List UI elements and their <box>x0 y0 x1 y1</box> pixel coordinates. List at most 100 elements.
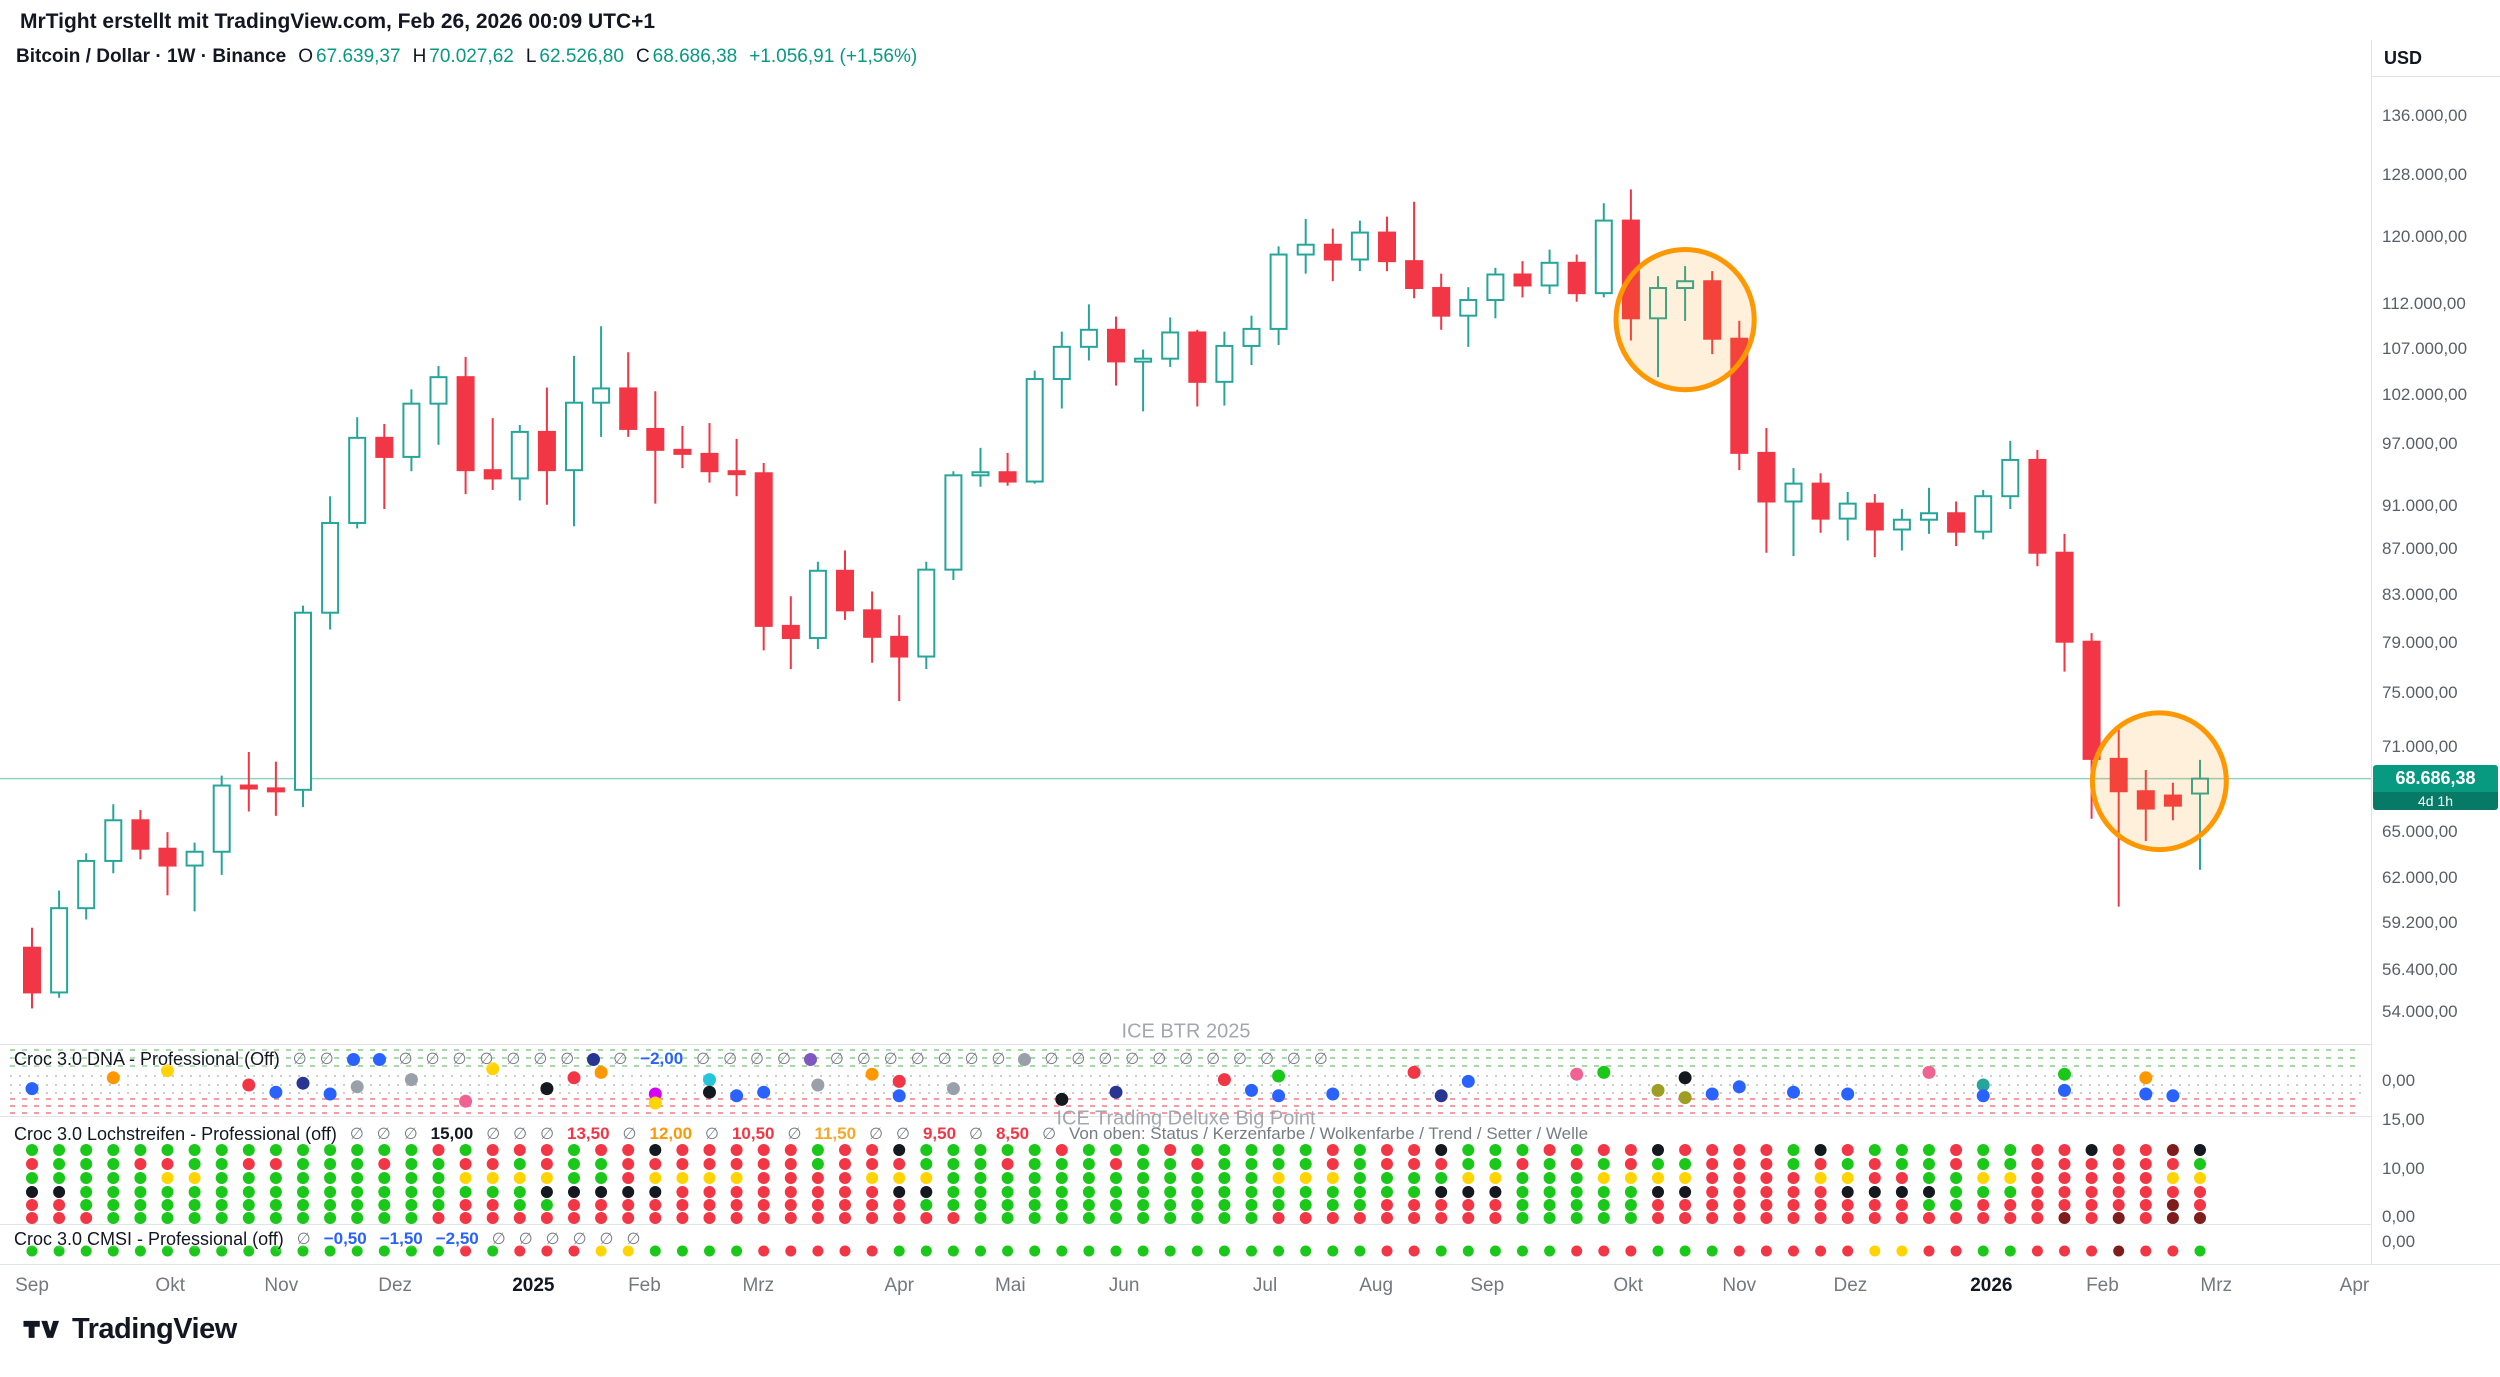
time-axis-label: Nov <box>264 1275 299 1296</box>
candle <box>1974 495 1993 533</box>
candle <box>1486 273 1505 302</box>
indicator-value: 12,00 <box>649 1124 693 1143</box>
candle <box>1567 261 1586 295</box>
empty-value-marker: ∅ <box>403 1126 418 1143</box>
signal-dot <box>372 1052 386 1066</box>
candle <box>1947 512 1966 533</box>
empty-value-marker: ∅ <box>486 1126 501 1143</box>
candle <box>537 430 556 472</box>
empty-value-marker: ∅ <box>937 1051 952 1068</box>
empty-value-marker: ∅ <box>750 1051 764 1068</box>
indicator-header-dna: Croc 3.0 DNA - Professional (Off) ∅ ∅ ∅ ∅ ∅ ∅ ∅… <box>14 1046 1328 1072</box>
indicator-title-cmsi[interactable]: Croc 3.0 CMSI - Professional (off) <box>14 1228 284 1249</box>
candle <box>2191 777 2209 795</box>
candle <box>1378 231 1396 263</box>
candle <box>266 787 285 793</box>
candle <box>158 847 177 867</box>
ohlc-label: L <box>525 46 537 67</box>
symbol-header: Bitcoin / Dollar · 1W · Binance O 67.639,… <box>16 46 917 68</box>
empty-value-marker: ∅ <box>1071 1051 1086 1068</box>
empty-value-marker: ∅ <box>506 1051 521 1068</box>
candle <box>429 376 448 405</box>
empty-value-marker: ∅ <box>319 1051 334 1068</box>
time-axis[interactable]: Sep Okt Nov Dez 2025 Feb Mrz Apr Mai Jun Jul Aug Sep… <box>0 1265 2500 1307</box>
candle <box>1405 260 1424 290</box>
empty-value-marker: ∅ <box>599 1231 614 1248</box>
signal-dot <box>346 1052 360 1066</box>
price-axis[interactable]: USD 136.000,00 128.000,00 120.000,00 112.00… <box>2372 40 2500 1264</box>
tradingview-logo-icon <box>23 1320 60 1338</box>
indicator-value: −2,50 <box>435 1229 479 1248</box>
candle <box>971 471 990 477</box>
candle <box>2163 794 2182 807</box>
empty-value-marker: ∅ <box>560 1051 575 1068</box>
indicator-title-dna[interactable]: Croc 3.0 DNA - Professional (Off) <box>14 1048 280 1069</box>
ohlc-label: O <box>298 46 314 67</box>
ohlc-value: 62.526,80 <box>539 46 624 67</box>
price-axis-label: 75.000,00 <box>2382 683 2458 703</box>
candle <box>1676 280 1695 290</box>
candle <box>1350 231 1369 261</box>
price-axis-label: 91.000,00 <box>2382 495 2458 515</box>
pane-separator[interactable] <box>0 1116 2500 1117</box>
price-axis-separator <box>2371 40 2372 1264</box>
empty-value-marker: ∅ <box>856 1051 871 1068</box>
candle <box>1594 219 1613 295</box>
lochstreifen-row-legend: Von oben: Status / Kerzenfarbe / Wolkenf… <box>1069 1124 1589 1143</box>
indicator-axis-label: 0,00 <box>2382 1207 2416 1226</box>
candle <box>1757 451 1776 503</box>
dna-signal-dots <box>25 1062 2180 1110</box>
empty-value-marker: ∅ <box>1152 1051 1167 1068</box>
indicator-axis-label: 0,00 <box>2382 1232 2416 1251</box>
time-axis-label: Apr <box>2339 1275 2370 1296</box>
candle <box>50 907 69 994</box>
candle <box>1838 502 1857 520</box>
candle <box>808 569 827 640</box>
empty-value-marker: ∅ <box>292 1051 307 1068</box>
pane-separator[interactable] <box>0 1044 2500 1045</box>
price-axis-label: 102.000,00 <box>2382 385 2468 405</box>
empty-value-marker: ∅ <box>376 1126 391 1143</box>
currency-label[interactable]: USD <box>2372 40 2500 77</box>
candles <box>23 189 2209 1009</box>
empty-value-marker: ∅ <box>696 1051 711 1068</box>
candle <box>1215 344 1234 383</box>
price-axis-label: 56.400,00 <box>2382 959 2458 979</box>
candle <box>1703 280 1722 340</box>
pane-separator[interactable] <box>0 1224 2500 1225</box>
empty-value-marker: ∅ <box>723 1051 738 1068</box>
signal-dot <box>803 1052 817 1066</box>
candle <box>1025 378 1044 483</box>
candle <box>1161 331 1180 360</box>
time-axis-label: Sep <box>1470 1275 1505 1296</box>
highlight-ellipse-2[interactable] <box>2089 710 2229 853</box>
candle <box>1865 502 1884 531</box>
candle <box>294 611 312 791</box>
time-axis-label: Feb <box>2086 1275 2119 1296</box>
indicator-title-lochstreifen[interactable]: Croc 3.0 Lochstreifen - Professional (of… <box>14 1123 337 1144</box>
candle <box>836 569 854 612</box>
empty-value-marker: ∅ <box>705 1126 719 1143</box>
watermark-2: ICE Trading Deluxe Big Point <box>1056 1107 1316 1130</box>
empty-value-marker: ∅ <box>883 1051 898 1068</box>
current-price-badge[interactable]: 68.686,38 4d 1h <box>2373 764 2498 810</box>
candle <box>1188 331 1207 383</box>
candle <box>2109 757 2128 793</box>
ohlc-value: 67.639,37 <box>316 46 401 67</box>
indicator-value: 13,50 <box>567 1124 610 1143</box>
tradingview-logo[interactable]: TradingView <box>22 1312 237 1346</box>
candle <box>1459 299 1478 317</box>
ohlc-values: O 67.639,37 H 70.027,62 L 62.526,80 C 68.686,38 <box>286 46 737 68</box>
highlight-ellipse-1[interactable] <box>1613 246 1757 393</box>
time-axis-label: Mai <box>994 1275 1026 1296</box>
candle <box>1811 482 1830 520</box>
price-axis-label: 97.000,00 <box>2382 433 2458 453</box>
symbol-title[interactable]: Bitcoin / Dollar · 1W · Binance <box>16 46 287 67</box>
indicator-axis-label: 15,00 <box>2382 1110 2425 1129</box>
attribution-line: MrTight erstellt mit TradingView.com, Fe… <box>20 10 656 33</box>
empty-value-marker: ∅ <box>776 1051 791 1068</box>
candle <box>1649 287 1667 320</box>
tradingview-logo-text: TradingView <box>72 1312 237 1345</box>
empty-value-marker: ∅ <box>349 1126 364 1143</box>
